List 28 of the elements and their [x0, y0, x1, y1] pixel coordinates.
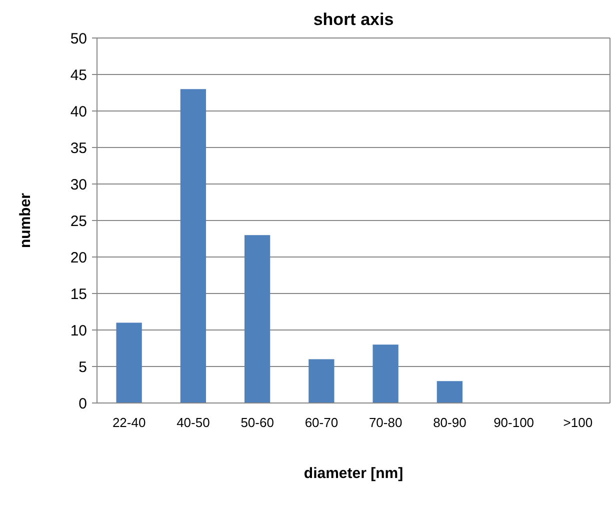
bar [372, 344, 398, 403]
y-tick-label: 25 [70, 212, 87, 230]
bar [308, 359, 334, 403]
y-tick-label: 10 [70, 322, 87, 340]
bar [436, 381, 463, 403]
x-axis-title: diameter [nm] [304, 465, 404, 482]
x-tick-label: 90-100 [494, 415, 534, 430]
y-tick-label: 45 [70, 66, 87, 84]
y-tick-label: 0 [78, 395, 87, 412]
y-tick-label: 50 [70, 30, 87, 48]
y-tick-label: 15 [70, 286, 87, 303]
y-tick-label: 20 [70, 249, 87, 266]
y-tick-label: 5 [78, 358, 87, 376]
y-tick-label: 30 [70, 176, 87, 194]
x-tick-label: 60-70 [304, 415, 338, 430]
y-axis-title: number [17, 192, 34, 248]
x-tick-label: 22-40 [112, 415, 146, 430]
bar [116, 322, 142, 403]
x-tick-label: 50-60 [240, 415, 274, 430]
x-tick-label: >100 [563, 415, 593, 430]
y-tick-label: 40 [70, 103, 87, 120]
x-tick-label: 70-80 [368, 415, 402, 430]
x-tick-label: 40-50 [176, 415, 210, 430]
chart-title: short axis [313, 10, 394, 29]
x-tick-label: 80-90 [433, 415, 466, 430]
bar [244, 235, 270, 403]
bar [180, 89, 206, 403]
y-tick-label: 35 [70, 140, 87, 157]
